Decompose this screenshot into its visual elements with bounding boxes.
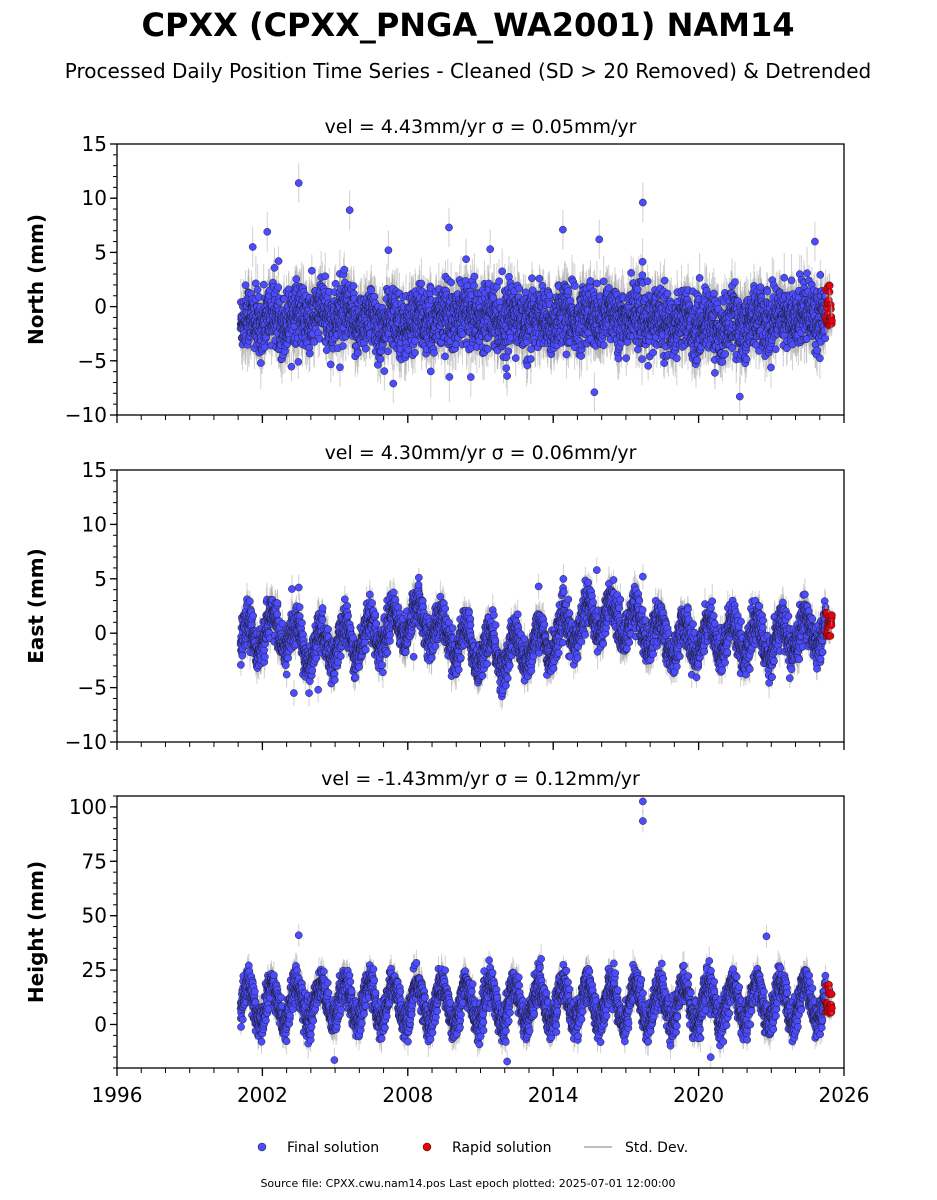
final-solution-point xyxy=(270,264,279,272)
final-solution-point xyxy=(321,272,330,281)
data-layer xyxy=(236,163,836,415)
final-solution-point xyxy=(308,266,316,275)
final-solution-point xyxy=(370,292,379,301)
final-solution-point xyxy=(331,279,340,288)
final-solution-point xyxy=(252,279,260,288)
final-solution-point xyxy=(353,349,362,357)
final-solution-point xyxy=(241,281,250,290)
final-solution-point xyxy=(261,343,269,352)
final-solution-points xyxy=(236,179,830,401)
final-solution-point xyxy=(274,283,283,292)
figure-title: CPXX (CPXX_PNGA_WA2001) NAM14 xyxy=(142,6,795,44)
figure-subtitle: Processed Daily Position Time Series - C… xyxy=(65,59,871,83)
final-solution-point xyxy=(326,360,335,369)
final-solution-point xyxy=(253,285,262,294)
final-solution-point xyxy=(349,282,358,290)
final-solution-point xyxy=(361,344,370,353)
final-solution-point xyxy=(256,359,265,367)
final-solution-point xyxy=(340,265,349,274)
final-solution-point xyxy=(259,280,268,289)
final-solution-point xyxy=(287,362,296,371)
final-solution-point xyxy=(292,275,301,283)
final-solution-point xyxy=(322,346,331,354)
final-solution-point xyxy=(280,295,288,303)
final-solution-point xyxy=(339,342,347,350)
final-solution-point xyxy=(367,286,375,294)
final-solution-point xyxy=(305,349,314,358)
final-solution-point xyxy=(274,257,283,265)
final-solution-point xyxy=(294,358,303,366)
